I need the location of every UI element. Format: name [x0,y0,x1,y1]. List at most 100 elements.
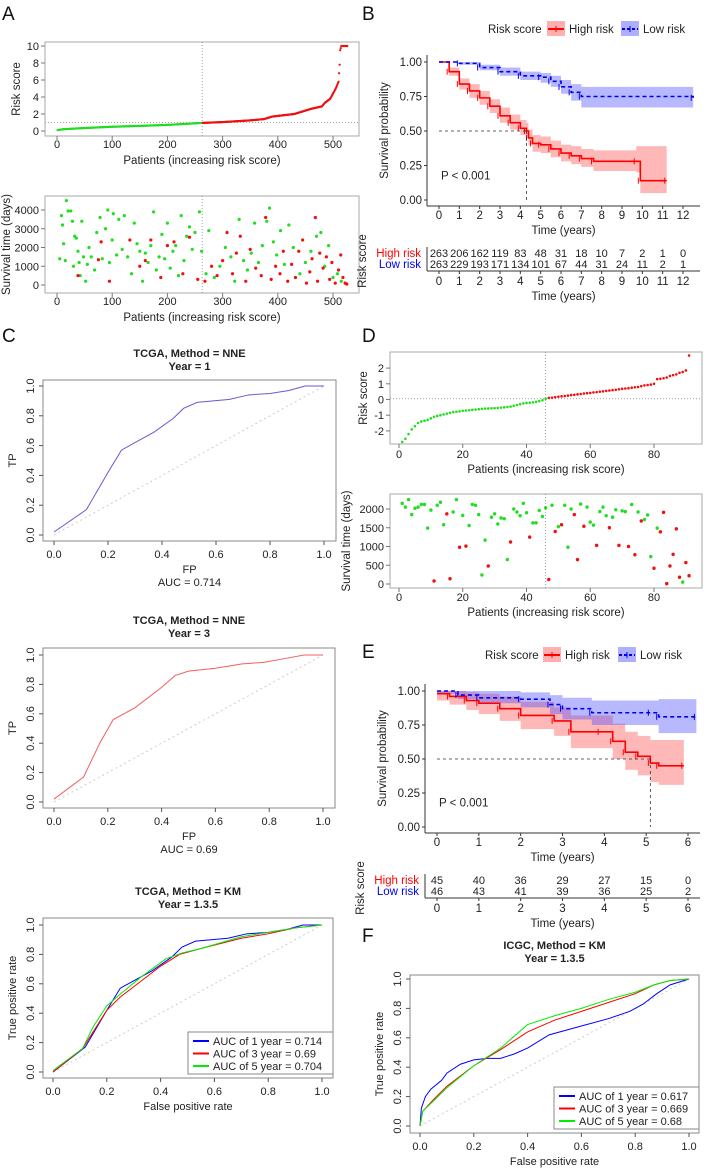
x-tick-label: 0.2 [100,816,115,828]
roc-curve [53,654,323,800]
survival-point [324,255,328,259]
survival-point [483,538,487,542]
x-tick-label: 40 [520,592,532,604]
y-tick-label: 4 [33,92,39,104]
survival-point [677,575,682,579]
survival-point [157,255,161,259]
y-tick-label: 0.2 [25,765,37,780]
x-tick-label: 200 [158,296,176,308]
x-tick-label: 1.0 [315,816,330,828]
survival-point [556,524,561,529]
roc-curve [419,978,690,1127]
y-tick-label: 0.00 [398,822,420,834]
survival-point [168,266,172,270]
survival-point [234,251,238,255]
x-tick-label: 80 [648,449,660,461]
risk-table-x-tick-label: 3 [559,903,565,915]
survival-point [181,272,185,276]
survival-point [165,221,169,225]
risk-score-point [339,47,342,50]
survival-point [435,503,439,507]
risk-score-point [620,387,624,391]
risk-table-cell: 45 [431,875,443,887]
survival-point [248,247,252,251]
x-tick-label: 0.4 [154,816,169,828]
survival-point [64,199,68,203]
risk-score-point [448,411,452,415]
panel-label: A [2,4,15,25]
legend-label: Low risk [640,650,682,662]
x-tick-label: 0 [54,296,60,308]
y-axis-label: Risk score [358,371,370,425]
x-tick-label: 0.4 [153,1086,168,1098]
risk-table-cell: 27 [598,875,610,887]
survival-point [335,272,340,276]
y-tick-label: 500 [366,560,384,572]
survival-point [515,510,519,514]
survival-point [241,259,246,263]
risk-table-cell: 31 [555,248,567,260]
x-tick-label: 3 [559,837,565,849]
risk-table-cell: 119 [491,248,509,260]
survival-point [464,544,468,548]
survival-point [171,249,175,253]
x-tick-label: 0.2 [100,549,115,561]
risk-score-point [557,395,560,398]
risk-table-x-tick-label: 10 [636,276,649,288]
risk-score-point [442,413,445,416]
survival-point [298,272,302,276]
chart-title: ICGC, Method = KM [503,940,605,952]
risk-score-point [579,392,582,396]
survival-point [129,272,134,276]
survival-point [179,214,183,218]
survival-point [403,505,408,509]
y-tick-label: 4000 [15,205,39,217]
risk-table-x-tick-label: 9 [619,276,625,288]
survival-point [163,257,167,261]
risk-score-point [461,409,465,413]
survival-point [480,573,484,577]
reference-diagonal [53,654,324,803]
y-tick-label: 0.8 [392,1001,404,1016]
risk-score-point [595,390,598,394]
risk-table-y-axis-label: Risk score [357,234,369,288]
x-axis-label: False positive rate [143,1101,232,1113]
panel-label: D [362,326,376,347]
x-tick-label: 20 [457,592,469,604]
survival-point [620,509,624,513]
risk-score-point [678,371,681,375]
survival-point [543,506,548,510]
survival-point [265,219,269,223]
y-axis-label: True positive rate [374,1012,386,1097]
survival-point [461,513,465,518]
survival-point [508,540,513,544]
survival-point [633,553,637,557]
survival-point [339,279,343,283]
legend-box [187,1031,334,1075]
risk-score-point [643,384,646,387]
x-tick-label: 1.0 [681,1141,696,1153]
survival-point [81,255,86,259]
survival-point [400,501,404,506]
risk-table-x-tick-label: 1 [456,276,462,288]
y-tick-label: 0.6 [392,1030,404,1045]
risk-table-x-tick-label: 4 [601,903,608,915]
x-tick-label: 8 [598,210,604,222]
risk-score-point [499,406,503,409]
chart-title: TCGA, Method = NNE [133,348,245,360]
survival-point [245,268,250,272]
y-tick-label: 1500 [360,523,384,535]
survival-point [256,260,261,265]
survival-point [106,208,110,212]
risk-table-cell: 0 [685,875,691,887]
x-tick-label: 100 [103,139,121,151]
risk-score-point [496,406,500,410]
risk-table-cell: 43 [473,886,485,898]
risk-score-point [534,400,538,404]
y-axis-label: True positive rate [7,956,19,1041]
risk-score-point [585,391,589,395]
risk-table-cell: 101 [531,259,549,271]
survival-point [419,502,424,507]
survival-point [203,279,207,283]
x-tick-label: 0.8 [262,549,277,561]
